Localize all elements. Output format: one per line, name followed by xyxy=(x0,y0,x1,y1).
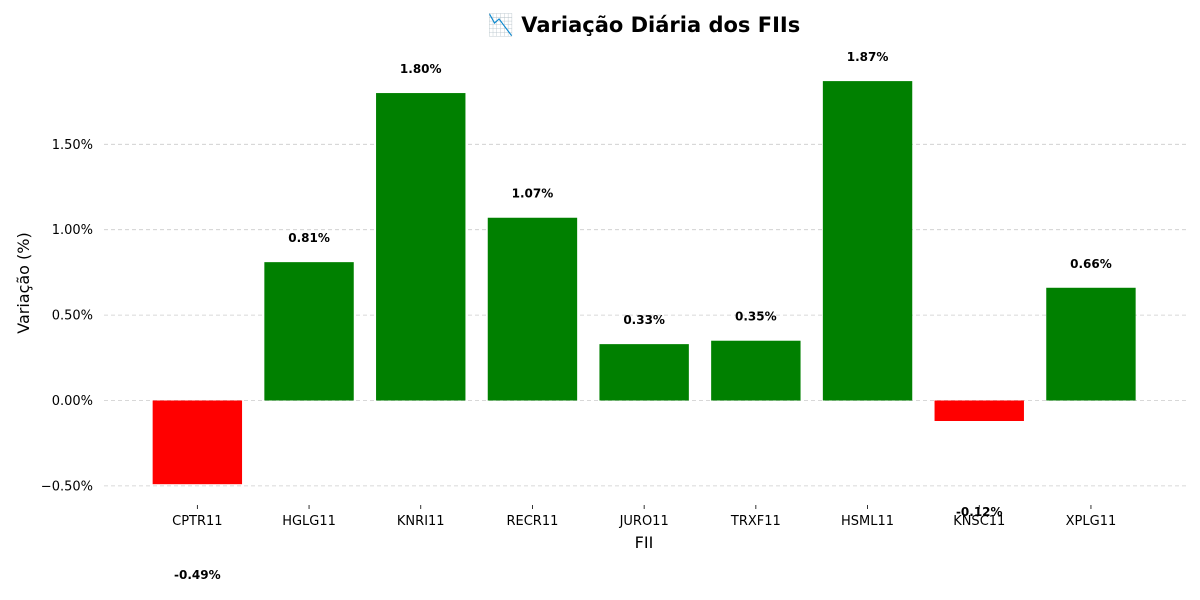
bar-xplg11 xyxy=(1046,287,1136,401)
data-label: -0.49% xyxy=(174,568,221,582)
data-label: 0.35% xyxy=(735,310,777,324)
data-label: 0.81% xyxy=(288,231,330,245)
bar-juro11 xyxy=(599,344,689,401)
data-label: 1.87% xyxy=(847,50,889,64)
y-tick-label: 1.50% xyxy=(52,138,93,153)
x-tick-label: XPLG11 xyxy=(1066,514,1117,529)
x-tick-label: KNSC11 xyxy=(953,514,1005,529)
bar-hsml11 xyxy=(822,81,913,401)
bar-cptr11 xyxy=(152,400,243,485)
data-label: 0.66% xyxy=(1070,257,1112,271)
bar-recr11 xyxy=(487,217,578,401)
data-label: 1.80% xyxy=(400,62,442,76)
x-tick-label: KNRI11 xyxy=(397,514,445,529)
y-axis-label: Variação (%) xyxy=(14,232,33,334)
y-axis-ticks: −0.50% 0.00% 0.50% 1.00% 1.50% xyxy=(41,138,93,495)
bar-hglg11 xyxy=(264,262,354,401)
chart-title: 📉 Variação Diária dos FIIs xyxy=(488,12,800,37)
x-tick-label: HGLG11 xyxy=(282,514,336,529)
bar-trxf11 xyxy=(711,340,801,401)
bar-knsc11 xyxy=(934,400,1024,421)
x-tick-label: CPTR11 xyxy=(172,514,222,529)
y-tick-label: 0.50% xyxy=(52,309,93,324)
x-tick-label: HSML11 xyxy=(841,514,894,529)
data-label: 0.33% xyxy=(623,313,665,327)
x-tick-label: JURO11 xyxy=(619,514,669,529)
y-tick-label: 1.00% xyxy=(52,223,93,238)
y-tick-label: 0.00% xyxy=(52,394,93,409)
x-tick-label: TRXF11 xyxy=(730,514,781,529)
bar-knri11 xyxy=(376,93,466,401)
y-tick-label: −0.50% xyxy=(41,479,93,494)
x-axis-label: FII xyxy=(635,533,654,552)
x-tick-label: RECR11 xyxy=(506,514,558,529)
bars xyxy=(152,81,1136,485)
data-labels: -0.49% 0.81% 1.80% 1.07% 0.33% 0.35% 1.87% -0.1… xyxy=(174,50,1112,582)
x-axis-ticks: CPTR11 HGLG11 KNRI11 RECR11 JURO11 TRXF11 HSML… xyxy=(172,505,1116,529)
data-label: 1.07% xyxy=(512,187,554,201)
data-label: -0.12% xyxy=(956,505,1003,519)
